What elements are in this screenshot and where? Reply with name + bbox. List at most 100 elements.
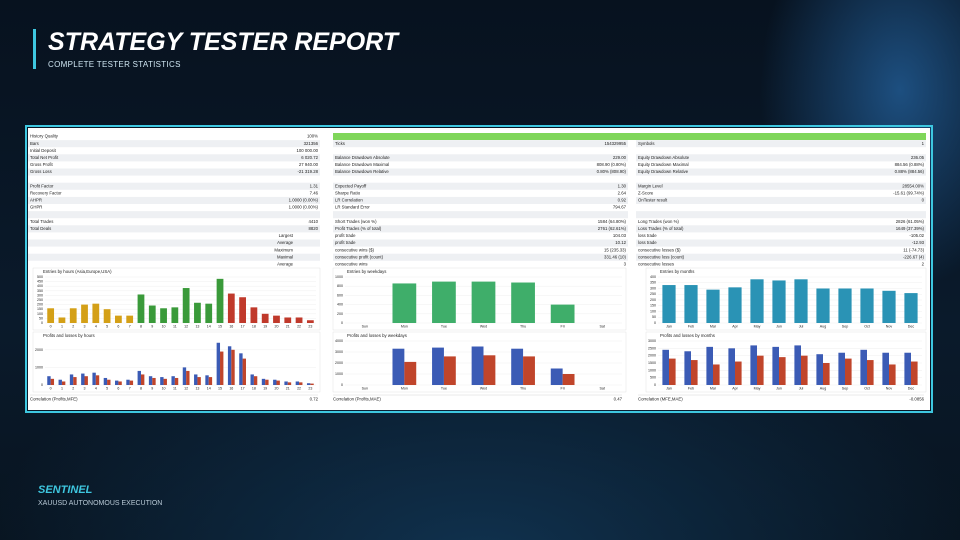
x-tick-label: 1	[61, 324, 63, 328]
stat-label: Largest	[279, 233, 294, 238]
stat-value: 154329955	[604, 141, 626, 146]
x-tick-label: Tue	[441, 386, 447, 390]
y-tick-label: 200	[37, 303, 43, 307]
stat-value: 6 020.72	[301, 155, 318, 160]
bar	[261, 378, 266, 385]
x-tick-label: 16	[229, 386, 233, 390]
bar	[284, 317, 292, 323]
bar	[50, 378, 55, 385]
stat-value: 794.67	[613, 205, 627, 210]
bar	[137, 294, 145, 323]
row-stripe	[636, 140, 926, 148]
title: STRATEGY TESTER REPORT	[48, 28, 399, 56]
bar	[126, 379, 130, 385]
bar	[129, 380, 134, 385]
x-tick-label: 13	[195, 386, 199, 390]
stat-value: 1.31	[310, 183, 319, 188]
bar	[216, 278, 224, 323]
bar	[182, 288, 190, 323]
row-stripe	[636, 196, 926, 204]
stat-value: 321356	[304, 141, 319, 146]
y-tick-label: 500	[650, 376, 656, 380]
stat-value: 28554.00%	[902, 183, 924, 188]
x-tick-label: 22	[297, 386, 301, 390]
x-tick-label: 15	[218, 386, 222, 390]
y-tick-label: 350	[650, 281, 656, 285]
y-tick-label: 800	[337, 284, 343, 288]
x-tick-label: Jul	[799, 324, 804, 328]
bar	[81, 373, 85, 385]
stat-value: 4410	[308, 219, 318, 224]
bar	[152, 377, 156, 385]
bar	[471, 281, 496, 323]
bar	[137, 370, 141, 385]
correlation-label: Correlation (Profits,MFE)	[30, 397, 78, 402]
stat-label: consecutive loss (count)	[638, 254, 685, 259]
bar	[84, 376, 88, 385]
bar	[706, 289, 720, 323]
x-tick-label: 12	[184, 324, 188, 328]
x-tick-label: 11	[173, 386, 177, 390]
chart-frame	[332, 267, 627, 331]
correlation-value: -0.0856	[909, 397, 924, 402]
y-tick-label: 350	[37, 289, 43, 293]
stat-value: 331.46 (10)	[604, 254, 627, 259]
bar	[392, 348, 405, 385]
stat-label: Ticks	[335, 141, 345, 146]
stat-label: Long Trades (won %)	[638, 219, 679, 224]
x-tick-label: Mar	[710, 324, 717, 328]
x-tick-label: Apr	[732, 386, 738, 390]
x-tick-label: Sun	[362, 324, 368, 328]
bar	[669, 358, 676, 385]
stat-label: consecutive losses	[638, 261, 674, 266]
y-tick-label: 0	[41, 383, 43, 387]
bar	[261, 313, 269, 323]
y-tick-label: 1500	[648, 361, 656, 365]
x-tick-label: 1	[61, 386, 63, 390]
bar	[801, 355, 808, 385]
bar	[295, 317, 303, 323]
stat-value: 0.88% (884.56)	[895, 169, 925, 174]
x-tick-label: 13	[195, 324, 199, 328]
stat-label: Equity Drawdown Absolute	[638, 155, 690, 160]
accent-bar	[33, 29, 36, 69]
stat-label: Profit Factor	[30, 183, 54, 188]
y-tick-label: 50	[652, 315, 656, 319]
bar	[231, 349, 235, 385]
x-tick-label: Mon	[401, 386, 408, 390]
stat-label: Profit Trades (% of total)	[335, 226, 382, 231]
row-stripe	[333, 154, 628, 162]
correlation-value: 0.47	[614, 397, 623, 402]
stat-label: Expected Payoff	[335, 183, 367, 188]
stat-label: consecutive profit (count)	[335, 254, 384, 259]
stat-value: 100%	[307, 134, 318, 139]
stat-value: 1584 (64.80%)	[598, 219, 627, 224]
row-stripe	[28, 154, 320, 162]
stat-value: 884.56 (0.88%)	[895, 162, 925, 167]
x-tick-label: 12	[184, 386, 188, 390]
stat-label: Balance Drawdown Maximal	[335, 162, 389, 167]
chart-frame	[32, 267, 321, 331]
stat-value: 100 000.00	[296, 148, 318, 153]
row-stripe	[333, 253, 628, 261]
row-stripe	[333, 182, 628, 190]
stat-label: Equity Drawdown Relative	[638, 169, 689, 174]
bar	[845, 358, 852, 385]
bar	[171, 307, 179, 323]
stat-value: 229.00	[613, 155, 627, 160]
bar	[239, 297, 246, 323]
y-tick-label: 50	[39, 316, 43, 320]
stat-value: 1.0000 (0.00%)	[289, 205, 319, 210]
stat-label: Maximal	[277, 254, 293, 259]
row-stripe	[636, 182, 926, 190]
row-stripe	[333, 196, 628, 204]
bar	[250, 307, 258, 323]
stat-value: 0.80% (808.90)	[597, 169, 627, 174]
y-tick-label: 200	[337, 312, 343, 316]
x-tick-label: 10	[162, 324, 166, 328]
stat-label: Initial Deposit	[30, 148, 57, 153]
y-tick-label: 400	[37, 284, 43, 288]
x-tick-label: Sep	[842, 324, 848, 328]
bar	[816, 288, 830, 323]
